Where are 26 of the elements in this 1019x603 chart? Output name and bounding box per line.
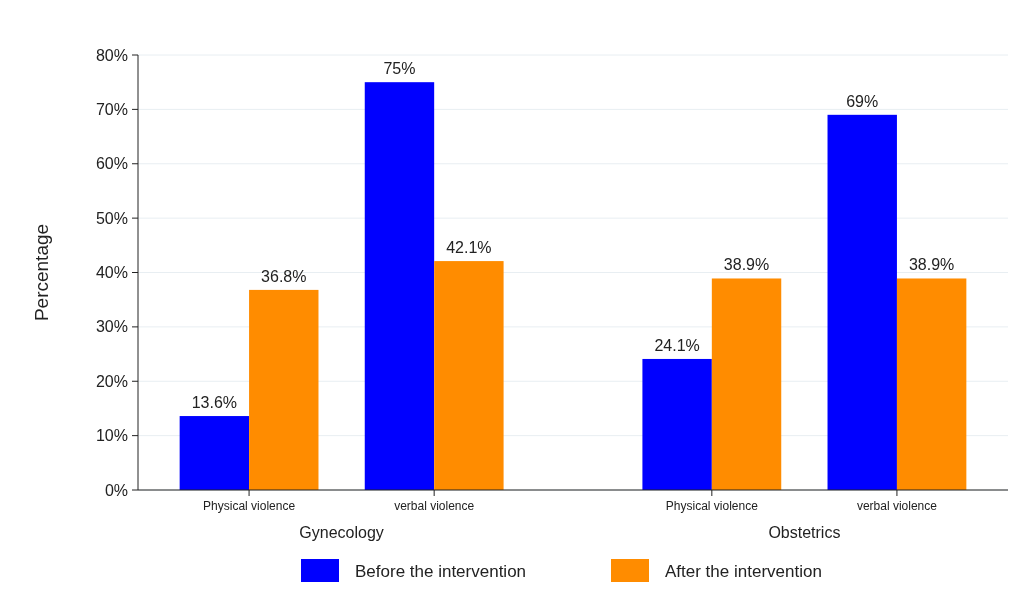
data-label: 75%: [383, 60, 416, 78]
data-label: 69%: [846, 92, 879, 110]
text: Obstetrics: [768, 524, 841, 541]
legend-label: Before the intervention: [355, 561, 527, 581]
y-tick-label: 60%: [95, 155, 128, 173]
data-label: 42.1%: [446, 239, 492, 257]
y-tick-label: 80%: [95, 46, 128, 64]
y-axis-title: Percentage: [31, 223, 52, 322]
x-tick-label: verbal violence: [394, 499, 475, 513]
y-tick-label: 10%: [95, 427, 128, 445]
text: Gynecology: [299, 524, 384, 541]
x-tick-label: Physical violence: [665, 499, 759, 513]
y-tick-label: 0%: [104, 481, 128, 499]
x-tick-label: verbal violence: [856, 499, 938, 513]
data-label: 36.8%: [261, 267, 307, 285]
x-tick-label: Physical violence: [203, 499, 296, 513]
y-tick-label: 50%: [95, 209, 128, 227]
y-tick-label: 20%: [95, 372, 128, 390]
data-label: 38.9%: [908, 256, 955, 274]
data-label: 24.1%: [654, 336, 700, 354]
y-tick-label: 40%: [95, 264, 128, 282]
y-tick-label: 30%: [95, 318, 128, 336]
y-tick-label: 70%: [95, 100, 128, 118]
legend-label: After the intervention: [665, 561, 822, 581]
data-label: 38.9%: [723, 256, 770, 274]
data-label: 13.6%: [191, 394, 238, 412]
